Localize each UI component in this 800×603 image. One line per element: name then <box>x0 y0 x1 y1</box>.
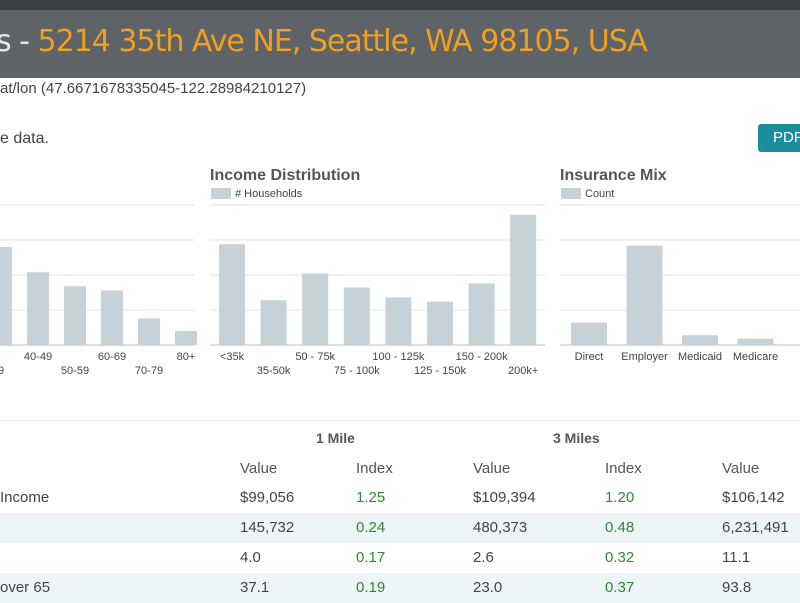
cell-value: 6,231,491 <box>722 519 789 536</box>
tick-label: 200k+ <box>508 365 538 377</box>
data-note: e data. <box>0 130 49 147</box>
bar[interactable] <box>385 297 412 345</box>
tick-label: 75 - 100k <box>334 365 380 377</box>
cell-value: 4.0 <box>240 549 261 566</box>
tick-label: 35-50k <box>257 365 291 377</box>
table-row: over 65 37.1 0.19 23.0 0.37 93.8 <box>0 573 800 603</box>
latlon-text: at/lon (47.6671678335045-122.28984210127… <box>0 80 307 97</box>
charts-area: 9 40-49 50-59 60-69 70-79 80+ Income Distribu… <box>0 167 800 377</box>
pdf-button[interactable]: PDF <box>758 124 800 152</box>
bar[interactable] <box>0 247 12 345</box>
income-distribution-chart: Income Distribution # Households <35k 35-50… <box>210 167 545 377</box>
tick-label: 50 - 75k <box>295 351 335 363</box>
cell-value: $99,056 <box>240 489 295 506</box>
table-row: 145,732 0.24 480,373 0.48 6,231,491 <box>0 513 800 543</box>
col-header-index: Index <box>356 460 393 477</box>
bar[interactable] <box>468 283 495 345</box>
bar[interactable] <box>64 286 86 345</box>
table-row: Income $99,056 1.25 $109,394 1.20 $106,1… <box>0 483 800 513</box>
cell-value: 480,373 <box>473 519 528 536</box>
cell-index: 0.32 <box>605 549 635 566</box>
group-header-1-mile: 1 Mile <box>316 430 355 446</box>
bar[interactable] <box>27 272 49 345</box>
bar[interactable] <box>510 214 537 345</box>
tick-label: 150 - 200k <box>456 351 508 363</box>
bar[interactable] <box>737 338 774 345</box>
tick-label: 9 <box>0 365 4 377</box>
insurance-mix-chart: Insurance Mix Count Direct Employer Medicaid… <box>560 167 800 363</box>
table-divider <box>0 420 800 421</box>
tick-label: 50-59 <box>61 365 89 377</box>
tick-label: 40-49 <box>24 351 52 363</box>
legend-swatch <box>211 188 231 199</box>
cell-value: 11.1 <box>722 549 751 566</box>
cell-index: 0.17 <box>356 549 386 566</box>
top-strip <box>0 0 800 10</box>
cell-index: 1.20 <box>605 489 635 506</box>
bar[interactable] <box>626 245 663 345</box>
chart-title: Insurance Mix <box>560 167 667 184</box>
bar[interactable] <box>343 287 370 345</box>
cell-index: 1.25 <box>356 489 386 506</box>
title-prefix: s - <box>0 24 38 59</box>
col-header-index: Index <box>605 460 642 477</box>
table-row: 4.0 0.17 2.6 0.32 11.1 <box>0 543 800 573</box>
bar[interactable] <box>427 301 453 345</box>
cell-value: 93.8 <box>722 579 752 596</box>
col-header-value: Value <box>473 460 511 477</box>
bar[interactable] <box>175 331 197 345</box>
col-header-value: Value <box>722 460 760 477</box>
tick-label: 125 - 150k <box>414 365 466 377</box>
bar[interactable] <box>101 290 123 345</box>
cell-value: $109,394 <box>473 489 536 506</box>
page-header: s - 5214 35th Ave NE, Seattle, WA 98105,… <box>0 10 800 78</box>
cell-value: $106,142 <box>722 489 785 506</box>
bar[interactable] <box>682 335 718 345</box>
address-title: 5214 35th Ave NE, Seattle, WA 98105, USA <box>37 24 648 59</box>
legend-label: Count <box>585 188 614 200</box>
group-header-3-miles: 3 Miles <box>553 430 600 446</box>
cell-value: 37.1 <box>240 579 270 596</box>
cell-value: 23.0 <box>473 579 503 596</box>
col-header-value: Value <box>240 460 278 477</box>
bar[interactable] <box>260 300 287 345</box>
cell-index: 0.48 <box>605 519 635 536</box>
cell-index: 0.19 <box>356 579 386 596</box>
legend-swatch <box>561 188 581 199</box>
tick-label: 80+ <box>177 351 196 363</box>
tick-label: Direct <box>575 351 604 363</box>
bar[interactable] <box>571 322 607 345</box>
cell-value: 2.6 <box>473 549 494 566</box>
legend-label: # Households <box>235 188 303 200</box>
cell-index: 0.24 <box>356 519 386 536</box>
row-label: Income <box>0 489 50 506</box>
tick-label: <35k <box>220 351 245 363</box>
chart-title: Income Distribution <box>210 167 360 184</box>
bar[interactable] <box>138 318 160 345</box>
age-chart: 9 40-49 50-59 60-69 70-79 80+ <box>0 204 197 377</box>
tick-label: Employer <box>621 351 668 363</box>
tick-label: Medicaid <box>678 351 722 363</box>
tick-label: Medicare <box>733 351 778 363</box>
bar[interactable] <box>219 244 245 345</box>
cell-value: 145,732 <box>240 519 295 536</box>
page-title: s - 5214 35th Ave NE, Seattle, WA 98105,… <box>0 24 648 59</box>
bar[interactable] <box>302 273 329 345</box>
tick-label: 60-69 <box>98 351 126 363</box>
row-label: over 65 <box>0 579 51 596</box>
tick-label: 100 - 125k <box>372 351 424 363</box>
cell-index: 0.37 <box>605 579 635 596</box>
tick-label: 70-79 <box>135 365 163 377</box>
